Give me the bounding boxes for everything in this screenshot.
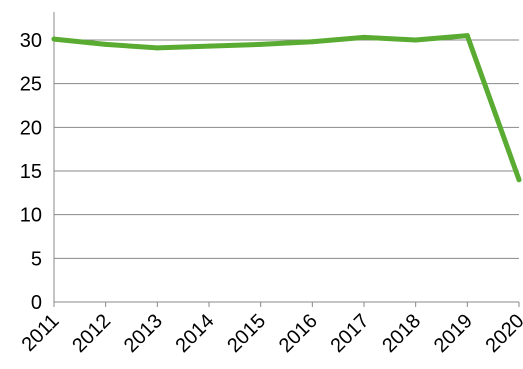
data-point — [413, 37, 419, 43]
grid-lines — [54, 39, 519, 259]
series — [51, 33, 522, 183]
x-tick-label: 2019 — [430, 310, 477, 357]
data-point — [516, 177, 522, 183]
x-tick-label: 2015 — [223, 310, 270, 357]
data-point — [51, 36, 57, 42]
x-tick-label: 2012 — [68, 310, 115, 357]
data-point — [154, 45, 160, 51]
axes — [53, 12, 520, 307]
data-point — [464, 33, 470, 39]
x-tick-label: 2013 — [120, 310, 167, 357]
x-tick-label: 2011 — [18, 310, 64, 356]
x-tick-labels: 2011 2012 2013 2014 2015 2016 2017 2018 2019 2020 — [18, 310, 523, 357]
x-tick-label: 2018 — [378, 310, 425, 357]
y-tick-label: 25 — [20, 74, 42, 96]
x-tick-label: 2014 — [172, 310, 219, 357]
data-point — [361, 34, 367, 40]
y-tick-label: 30 — [20, 30, 42, 52]
y-tick-label: 0 — [31, 292, 42, 314]
data-point — [206, 43, 212, 49]
data-point — [309, 39, 315, 45]
y-tick-label: 15 — [20, 161, 42, 183]
y-tick-label: 10 — [20, 205, 42, 227]
data-point — [103, 41, 109, 47]
y-tick-label: 20 — [20, 117, 42, 139]
series-line-0 — [51, 33, 522, 183]
x-tick-label: 2016 — [275, 310, 322, 357]
y-tick-labels: 0 5 10 15 20 25 30 — [20, 30, 42, 314]
x-tick-label: 2020 — [482, 310, 523, 357]
x-tick-label: 2017 — [327, 310, 374, 357]
y-tick-label: 5 — [31, 248, 42, 270]
data-point — [258, 41, 264, 47]
